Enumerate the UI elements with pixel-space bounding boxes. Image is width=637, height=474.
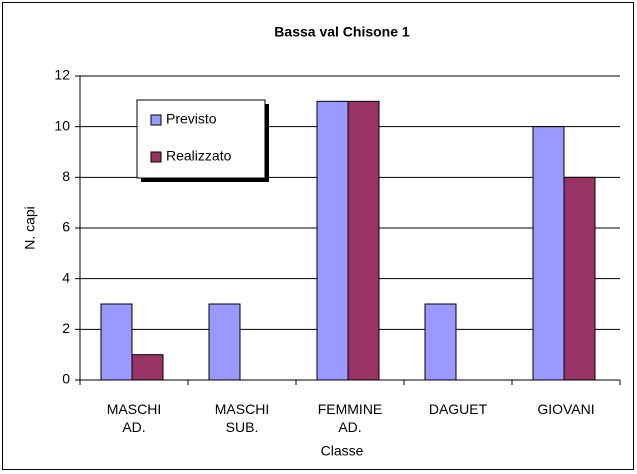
y-tick-label: 6: [62, 219, 70, 235]
x-axis-label: Classe: [321, 443, 364, 459]
x-tick-label: GIOVANI: [537, 401, 594, 417]
legend-label: Previsto: [166, 111, 217, 127]
bar: [347, 100, 380, 381]
chart-title: Bassa val Chisone 1: [274, 24, 410, 40]
y-tick-label: 10: [54, 117, 70, 133]
bar: [424, 303, 457, 381]
legend: [136, 99, 266, 179]
y-tick-label: 2: [62, 320, 70, 336]
x-tick-label: MASCHI SUB.: [215, 401, 269, 435]
x-tick-label-line: AD.: [338, 419, 361, 435]
x-tick-label-line: MASCHI: [107, 401, 161, 417]
x-tick-label-line: AD.: [122, 419, 145, 435]
bar: [316, 100, 349, 381]
y-tick-label: 8: [62, 168, 70, 184]
x-tick-label: FEMMINE AD.: [318, 401, 383, 435]
y-tick-label: 4: [62, 269, 70, 285]
legend-swatch: [150, 151, 162, 163]
bar: [532, 126, 565, 381]
legend-label: Realizzato: [166, 148, 232, 164]
bar: [563, 176, 596, 381]
y-axis-label: N. capi: [22, 206, 38, 250]
x-tick-label: MASCHI AD.: [107, 401, 161, 435]
x-tick-label-line: DAGUET: [429, 401, 488, 417]
y-tick-label: 12: [54, 67, 70, 83]
x-tick-label-line: SUB.: [226, 419, 259, 435]
x-tick-label: DAGUET: [429, 401, 488, 417]
x-tick-label-line: GIOVANI: [537, 401, 594, 417]
x-tick-label-line: MASCHI: [215, 401, 269, 417]
y-tick-label: 0: [62, 371, 70, 387]
legend-swatch: [150, 114, 162, 126]
bar: [100, 303, 133, 381]
bar: [208, 303, 241, 381]
bar: [131, 354, 164, 381]
x-tick-label-line: FEMMINE: [318, 401, 383, 417]
